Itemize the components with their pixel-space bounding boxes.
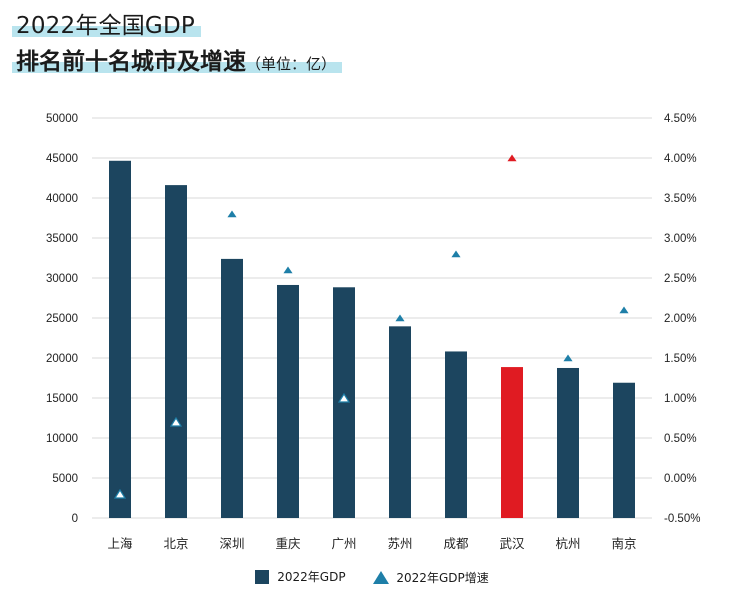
growth-marker-上海 (113, 488, 127, 499)
x-axis-tick-label: 深圳 (219, 536, 244, 551)
right-axis-tick-label: 3.50% (664, 193, 697, 205)
right-axis-tick-label: 4.00% (664, 153, 697, 165)
bar-上海 (109, 160, 131, 518)
right-axis-tick-label: -0.50% (664, 513, 700, 525)
growth-marker-杭州 (563, 354, 573, 362)
right-axis-tick-label: 2.00% (664, 313, 697, 325)
legend-item-gdp: 2022年GDP (255, 568, 346, 585)
x-axis-tick-label: 武汉 (499, 536, 525, 551)
legend-bar-swatch (255, 569, 270, 584)
bar-武汉 (501, 367, 523, 518)
x-axis-tick-label: 广州 (331, 536, 356, 551)
bar-深圳 (221, 258, 243, 518)
title-line-2: 排名前十名城市及增速（单位：亿） (12, 42, 343, 76)
left-axis-tick-label: 45000 (46, 153, 78, 165)
growth-marker-武汉 (507, 154, 517, 162)
bar-成都 (445, 351, 467, 518)
left-axis-tick-label: 30000 (46, 273, 78, 285)
growth-marker-南京 (619, 306, 629, 314)
legend-item-growth: 2022年GDP增速 (373, 569, 489, 586)
chart-title: 2022年全国GDP 排名前十名城市及增速（单位：亿） (12, 6, 343, 76)
x-axis-tick-label: 上海 (107, 536, 133, 551)
left-axis-tick-label: 40000 (46, 193, 78, 205)
growth-marker-北京 (169, 416, 183, 427)
bar-广州 (333, 287, 355, 518)
growth-marker-苏州 (395, 314, 405, 322)
growth-marker-广州 (337, 392, 351, 403)
left-axis-tick-label: 0 (72, 513, 78, 525)
left-axis-tick-label: 5000 (52, 473, 78, 485)
left-axis-tick-label: 10000 (46, 433, 78, 445)
bar-杭州 (557, 367, 579, 518)
left-axis-tick-label: 20000 (46, 353, 78, 365)
bar-重庆 (277, 284, 299, 518)
right-axis-tick-label: 3.00% (664, 233, 697, 245)
left-axis-tick-label: 15000 (46, 393, 78, 405)
x-axis-tick-label: 杭州 (555, 536, 580, 551)
title-highlight-bar (12, 62, 343, 73)
left-axis-tick-label: 50000 (46, 113, 78, 125)
bar-南京 (613, 382, 635, 518)
right-axis-tick-label: 1.50% (664, 353, 697, 365)
legend-label-growth: 2022年GDP增速 (396, 570, 489, 585)
x-axis-tick-label: 成都 (443, 536, 469, 551)
right-axis-tick-label: 2.50% (664, 273, 697, 285)
right-axis-tick-label: 0.00% (664, 473, 697, 485)
left-axis-tick-label: 35000 (46, 233, 78, 245)
title-unit: （单位：亿） (246, 55, 337, 73)
legend: 2022年GDP 2022年GDP增速 (0, 568, 744, 587)
x-axis-tick-label: 重庆 (275, 536, 301, 551)
legend-triangle-icon (373, 570, 390, 584)
right-axis-tick-label: 4.50% (664, 113, 697, 125)
x-axis-tick-label: 南京 (611, 536, 636, 551)
growth-marker-深圳 (227, 210, 237, 218)
title-line-1: 2022年全国GDP (12, 6, 201, 40)
x-axis-tick-label: 苏州 (387, 536, 412, 551)
growth-marker-重庆 (283, 266, 293, 274)
left-axis-tick-label: 25000 (46, 313, 78, 325)
x-axis-tick-label: 北京 (163, 536, 188, 551)
growth-marker-成都 (451, 250, 461, 258)
bar-北京 (165, 185, 187, 518)
right-axis-tick-label: 1.00% (664, 393, 697, 405)
right-axis-tick-label: 0.50% (664, 433, 697, 445)
title-main-text: 排名前十名城市及增速 (16, 49, 246, 75)
title-highlight-bar (12, 26, 201, 37)
bar-苏州 (389, 326, 411, 518)
legend-label-gdp: 2022年GDP (277, 570, 346, 584)
